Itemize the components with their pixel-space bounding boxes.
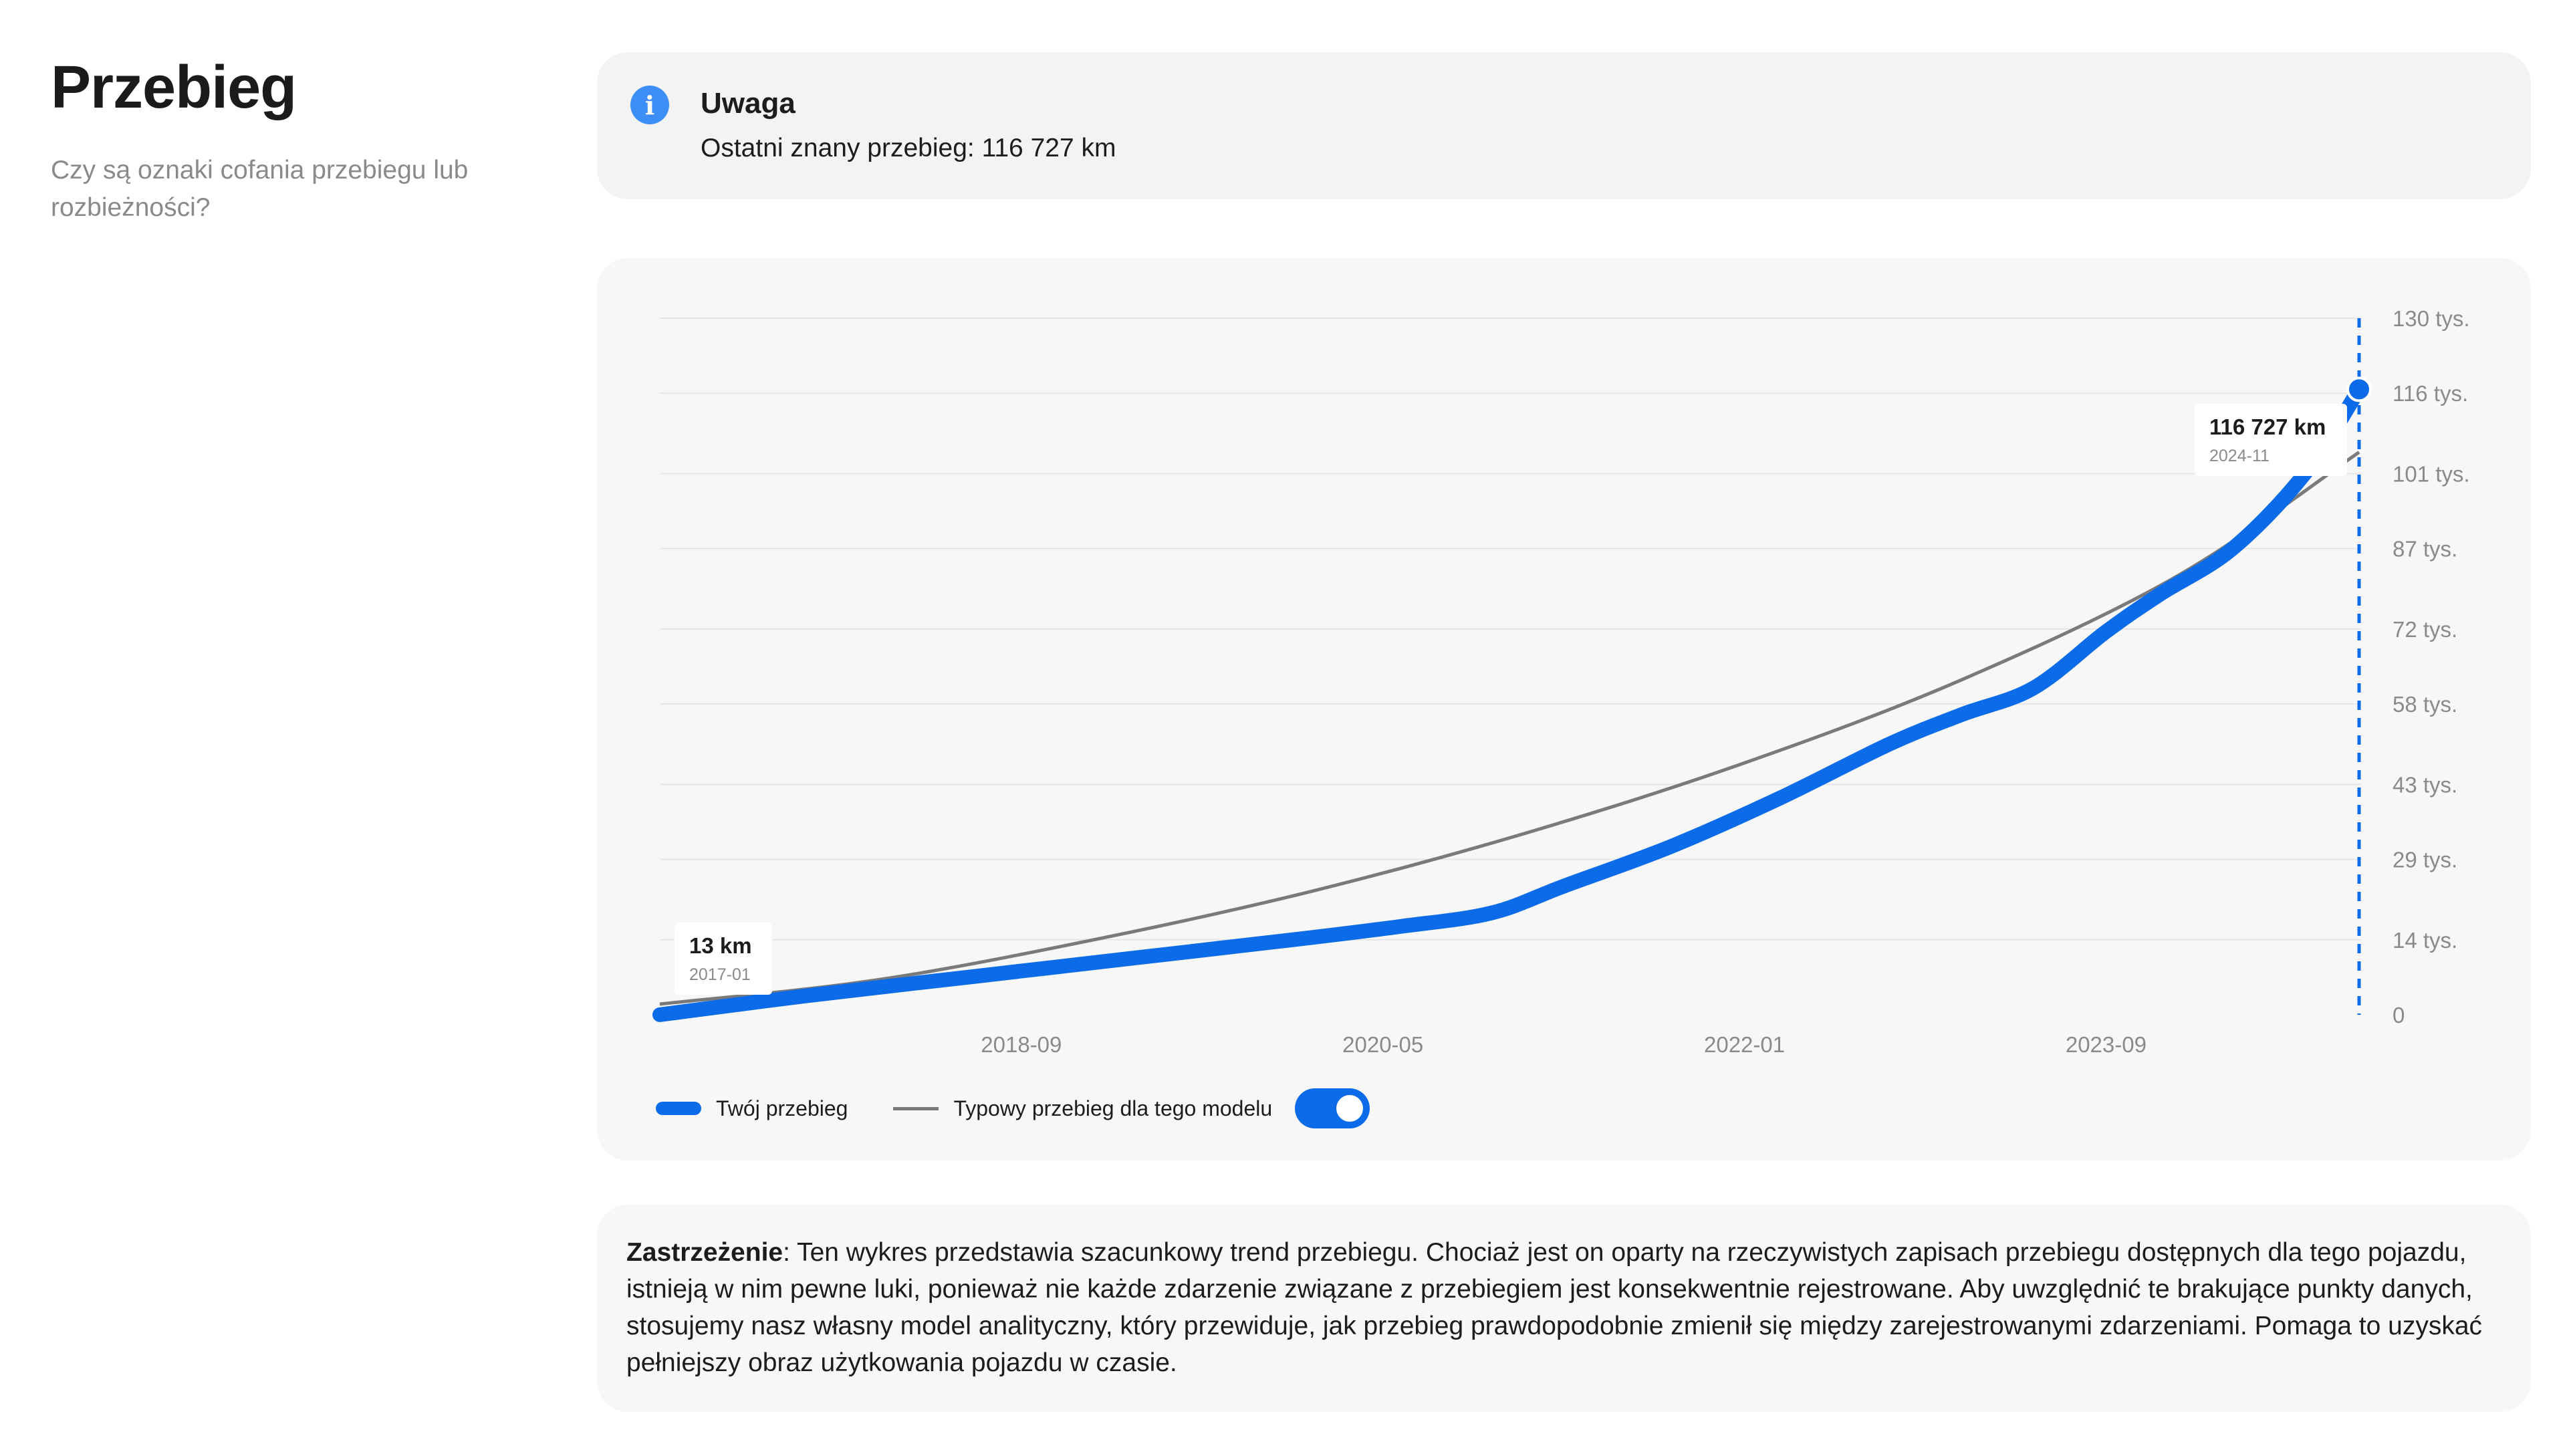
mileage-chart: 0 14 tys. 29 tys. 43 tys. 58 tys. 72 tys. 87 t… bbox=[652, 306, 2470, 1057]
start-label-value: 13 km bbox=[689, 933, 752, 958]
legend-swatch-typical-mileage bbox=[893, 1106, 939, 1110]
start-label-date: 2017-01 bbox=[689, 965, 751, 984]
chart-legend: Twój przebieg Typowy przebieg dla tego m… bbox=[656, 1088, 1370, 1128]
y-tick-label: 116 tys. bbox=[2393, 381, 2468, 406]
y-tick-label: 101 tys. bbox=[2393, 461, 2470, 486]
end-label-box bbox=[2195, 404, 2347, 476]
x-tick-label: 2020-05 bbox=[1342, 1032, 1423, 1057]
y-tick-label: 0 bbox=[2393, 1003, 2405, 1027]
header-section: Przebieg Czy są oznaki cofania przebiegu… bbox=[51, 53, 519, 227]
disclaimer-body: : Ten wykres przedstawia szacunkowy tren… bbox=[626, 1238, 2483, 1377]
mileage-chart-card: 0 14 tys. 29 tys. 43 tys. 58 tys. 72 tys. 87 t… bbox=[597, 258, 2531, 1161]
y-tick-label: 130 tys. bbox=[2393, 306, 2470, 331]
end-label-date: 2024-11 bbox=[2209, 447, 2270, 465]
typical-mileage-line bbox=[659, 451, 2360, 1006]
x-tick-label: 2023-09 bbox=[2066, 1032, 2147, 1057]
legend-label-typical-mileage: Typowy przebieg dla tego modelu bbox=[953, 1096, 1273, 1120]
notice-title: Uwaga bbox=[701, 87, 796, 120]
disclaimer-label: Zastrzeżenie bbox=[626, 1238, 783, 1267]
disclaimer-text: Zastrzeżenie: Ten wykres przedstawia sza… bbox=[626, 1234, 2491, 1381]
y-tick-label: 72 tys. bbox=[2393, 617, 2457, 642]
x-tick-label: 2022-01 bbox=[1704, 1032, 1785, 1057]
y-tick-label: 29 tys. bbox=[2393, 848, 2457, 872]
notice-card: i Uwaga Ostatni znany przebieg: 116 727 … bbox=[597, 52, 2531, 199]
your-mileage-line bbox=[652, 382, 2366, 1022]
start-label-box bbox=[675, 923, 772, 995]
legend-swatch-your-mileage bbox=[656, 1102, 701, 1115]
info-icon: i bbox=[630, 86, 669, 124]
marker-dot bbox=[2346, 376, 2372, 402]
end-label-value: 116 727 km bbox=[2209, 414, 2326, 439]
page-title: Przebieg bbox=[51, 54, 297, 121]
y-tick-label: 14 tys. bbox=[2393, 928, 2457, 953]
typical-mileage-toggle[interactable] bbox=[1295, 1088, 1370, 1128]
y-tick-label: 58 tys. bbox=[2393, 692, 2457, 717]
page-subtitle: Czy są oznaki cofania przebiegu lub rozb… bbox=[51, 156, 469, 222]
legend-label-your-mileage: Twój przebieg bbox=[716, 1096, 848, 1120]
x-tick-label: 2018-09 bbox=[981, 1032, 1062, 1057]
disclaimer-card: Zastrzeżenie: Ten wykres przedstawia sza… bbox=[597, 1205, 2531, 1412]
y-tick-label: 43 tys. bbox=[2393, 772, 2457, 797]
notice-text: Ostatni znany przebieg: 116 727 km bbox=[701, 134, 1116, 162]
toggle-knob bbox=[1336, 1095, 1364, 1122]
y-tick-label: 87 tys. bbox=[2393, 537, 2457, 562]
